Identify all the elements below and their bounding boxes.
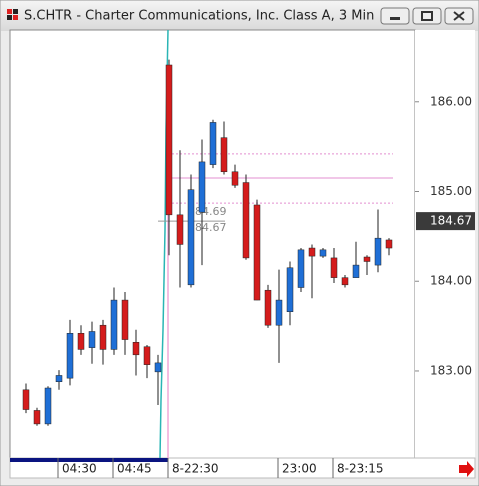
y-tick-label: 185.00 bbox=[430, 184, 472, 198]
candle-body bbox=[121, 299, 129, 340]
app-icon bbox=[7, 9, 18, 20]
maximize-button[interactable] bbox=[412, 7, 442, 25]
candle-body bbox=[385, 239, 393, 249]
candle-body bbox=[176, 214, 184, 245]
close-button[interactable] bbox=[444, 7, 474, 25]
y-tick-label: 183.00 bbox=[430, 363, 472, 377]
candle-body bbox=[88, 331, 96, 348]
candle-body bbox=[154, 362, 162, 373]
candle-body bbox=[374, 237, 382, 266]
candle-body bbox=[220, 137, 228, 173]
candle-body bbox=[209, 122, 217, 165]
y-tick-label: 184.00 bbox=[430, 274, 472, 288]
candle-body bbox=[165, 64, 173, 216]
last-price-box bbox=[416, 212, 475, 231]
candle-body bbox=[33, 410, 41, 425]
y-tick-label: 186.00 bbox=[430, 94, 472, 108]
plot-area bbox=[9, 29, 416, 459]
candle-body bbox=[297, 249, 305, 288]
candle-body bbox=[44, 387, 52, 425]
candle-body bbox=[231, 171, 239, 186]
candle-body bbox=[110, 299, 118, 350]
x-tick-label: 04:30 bbox=[62, 462, 97, 476]
x-tick-label: 8-22:30 bbox=[172, 462, 219, 476]
candle-body bbox=[286, 267, 294, 312]
window-title: S.CHTR - Charter Communications, Inc. Cl… bbox=[24, 9, 374, 24]
candle-body bbox=[363, 256, 371, 262]
scroll-arrow[interactable] bbox=[459, 461, 474, 477]
y-axis-area bbox=[415, 30, 475, 458]
candle-body bbox=[187, 189, 195, 286]
annotation: 184.69 bbox=[188, 205, 227, 218]
candle-body bbox=[132, 342, 140, 356]
candle-body bbox=[55, 375, 63, 382]
candle-body bbox=[352, 264, 360, 278]
minimize-button[interactable] bbox=[380, 7, 410, 25]
candle-body bbox=[330, 257, 338, 278]
last-price-label: 184.67 bbox=[430, 214, 472, 228]
candle-body bbox=[99, 324, 107, 350]
candle-body bbox=[253, 204, 261, 301]
x-tick-label: 04:45 bbox=[117, 462, 152, 476]
candle-body bbox=[275, 299, 283, 326]
candle-body bbox=[319, 249, 327, 257]
session-bar bbox=[10, 458, 168, 462]
candle-body bbox=[242, 182, 250, 259]
candle-body bbox=[264, 289, 272, 326]
candle-body bbox=[143, 346, 151, 365]
candle-body bbox=[22, 389, 30, 410]
candle-body bbox=[198, 161, 206, 213]
candle-body bbox=[77, 333, 85, 350]
candle-body bbox=[308, 247, 316, 257]
x-axis-area bbox=[9, 457, 476, 479]
candle-body bbox=[341, 277, 349, 286]
x-tick-label: 8-23:15 bbox=[337, 462, 384, 476]
candle-body bbox=[66, 333, 74, 379]
annotation: 184.67 bbox=[188, 221, 227, 234]
x-tick-label: 23:00 bbox=[282, 462, 317, 476]
